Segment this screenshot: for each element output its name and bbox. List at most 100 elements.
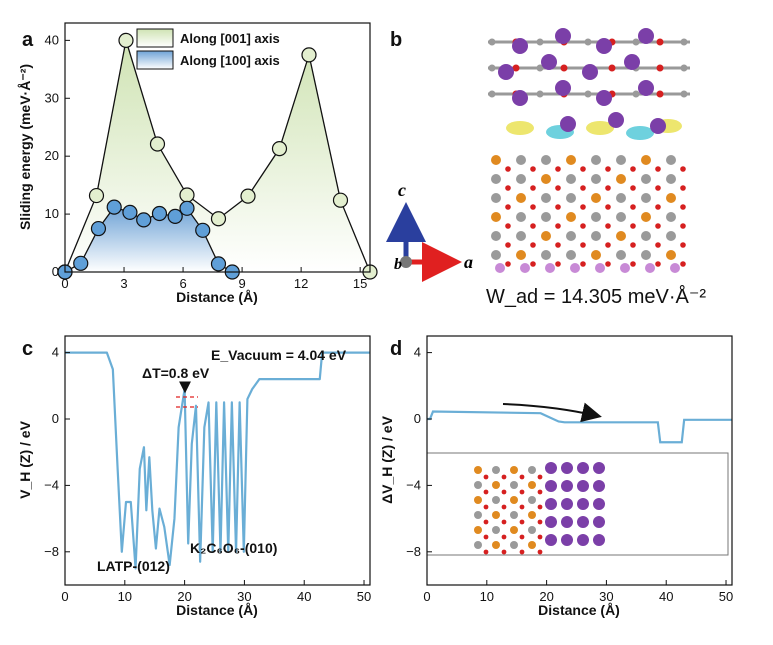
lithium-atom	[645, 263, 655, 273]
panel-d-xtick-label: 10	[480, 589, 494, 604]
potassium-atom	[638, 28, 654, 44]
framework-atom	[591, 174, 601, 184]
framework-atom	[641, 231, 651, 241]
oxygen-atom	[530, 261, 536, 267]
oxygen-atom	[655, 166, 661, 172]
legend-swatch-001	[136, 28, 174, 48]
atom	[584, 38, 592, 46]
atom	[656, 90, 664, 98]
oxygen-atom	[605, 204, 611, 210]
panel-a-xtick-label: 3	[120, 276, 127, 291]
framework-atom	[491, 250, 501, 260]
panel-d-frame	[426, 335, 733, 586]
framework-atom	[528, 466, 536, 474]
oxygen-atom	[519, 534, 525, 540]
framework-atom	[516, 250, 526, 260]
potassium-atom	[561, 498, 573, 510]
panel-d-ytick-label: −4	[406, 477, 421, 492]
oxygen-atom	[555, 166, 561, 172]
potassium-atom	[555, 80, 571, 96]
lithium-atom	[570, 263, 580, 273]
oxygen-atom	[630, 166, 636, 172]
potassium-atom	[577, 480, 589, 492]
potassium-atom	[593, 462, 605, 474]
oxygen-atom	[655, 223, 661, 229]
data-point	[332, 192, 349, 208]
data-point	[240, 188, 256, 204]
oxygen-atom	[483, 519, 489, 525]
oxygen-atom	[630, 242, 636, 248]
oxygen-atom	[501, 504, 507, 510]
oxygen-atom	[501, 474, 507, 480]
panel-a-ytick-label: 40	[45, 32, 59, 47]
framework-atom	[492, 541, 500, 549]
framework-atom	[491, 193, 501, 203]
data-point	[167, 208, 183, 225]
oxygen-atom	[630, 204, 636, 210]
panel-d-chart: 0 10 20 30 40 50 −8 −4 0 4 Distance (Å) ΔV_H (Z) …	[379, 335, 733, 618]
charge-density-blob	[626, 126, 654, 140]
framework-atom	[491, 155, 501, 165]
potassium-atom	[577, 534, 589, 546]
framework-atom	[541, 193, 551, 203]
atom	[584, 90, 592, 98]
legend-label-001: Along [001] axis	[180, 31, 280, 46]
framework-atom	[474, 526, 482, 534]
oxygen-atom	[580, 261, 586, 267]
framework-atom	[666, 155, 676, 165]
framework-atom	[541, 231, 551, 241]
panel-a-xtick-label: 6	[179, 276, 186, 291]
panel-d-xtick-label: 0	[423, 589, 430, 604]
framework-atom	[541, 250, 551, 260]
panel-c-ytick-label: 4	[52, 345, 59, 360]
lithium-atom	[620, 263, 630, 273]
panel-a-xtick-label: 9	[238, 276, 245, 291]
framework-atom	[528, 511, 536, 519]
framework-atom	[516, 212, 526, 222]
oxygen-atom	[680, 261, 686, 267]
oxygen-atom	[655, 242, 661, 248]
charge-density-blob	[506, 121, 534, 135]
panel-a-frame	[64, 22, 371, 273]
lithium-atom	[670, 263, 680, 273]
potassium-atom	[650, 118, 666, 134]
oxygen-atom	[501, 534, 507, 540]
oxygen-atom	[519, 519, 525, 525]
potassium-atom	[608, 112, 624, 128]
oxygen-atom	[580, 166, 586, 172]
atom	[536, 90, 544, 98]
framework-atom	[474, 511, 482, 519]
framework-atom	[666, 212, 676, 222]
oxygen-atom	[501, 549, 507, 555]
charge-density-blob	[586, 121, 614, 135]
panel-label-d: d	[390, 338, 402, 360]
framework-atom	[491, 231, 501, 241]
atom	[512, 64, 520, 72]
framework-atom	[541, 212, 551, 222]
atom	[608, 64, 616, 72]
potassium-atom	[545, 534, 557, 546]
potassium-atom	[560, 116, 576, 132]
framework-atom	[510, 481, 518, 489]
panel-a-ylabel: Sliding energy (meV·Å⁻²)	[17, 64, 33, 230]
data-point	[149, 136, 166, 152]
lithium-atom	[520, 263, 530, 273]
oxygen-atom	[605, 166, 611, 172]
inset-atomic-structure	[474, 462, 605, 555]
drift-arrow	[502, 402, 602, 423]
panel-a-chart: 0 3 6 9 12 15 0 10 20 30 40 Distance (Å) Sliding e…	[17, 22, 378, 305]
potassium-atom	[512, 38, 528, 54]
data-point	[210, 211, 227, 227]
oxygen-atom	[630, 261, 636, 267]
panel-c-xlabel: Distance (Å)	[176, 602, 258, 618]
oxygen-atom	[537, 474, 543, 480]
panel-a-ytick-label: 30	[45, 90, 59, 105]
oxygen-atom	[555, 223, 561, 229]
data-point	[271, 141, 288, 157]
framework-atom	[510, 526, 518, 534]
framework-atom	[492, 526, 500, 534]
framework-atom	[528, 496, 536, 504]
potassium-atom	[545, 498, 557, 510]
framework-atom	[641, 250, 651, 260]
